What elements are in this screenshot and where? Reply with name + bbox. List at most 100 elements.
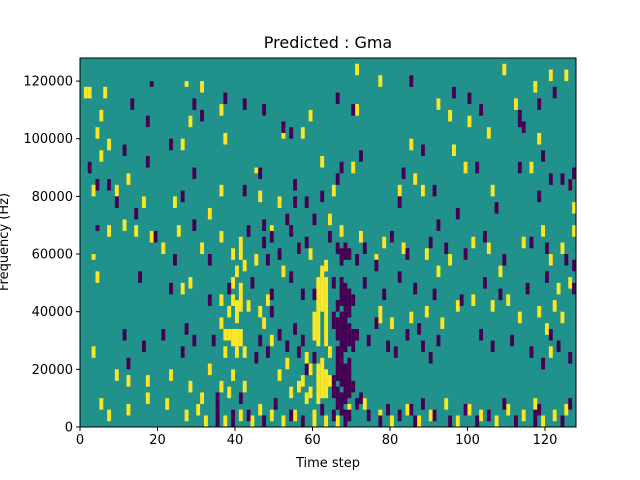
heatmap-cell bbox=[486, 127, 491, 139]
heatmap-cell bbox=[347, 375, 352, 399]
heatmap-cell bbox=[545, 323, 549, 335]
y-tick-label: 20000 bbox=[32, 363, 73, 378]
heatmap-cell bbox=[207, 294, 212, 306]
x-axis: 0 20 40 60 80 100 120 bbox=[76, 427, 557, 448]
heatmap-cell bbox=[440, 317, 445, 329]
heatmap-cells bbox=[83, 63, 577, 427]
heatmap-cell bbox=[297, 380, 301, 393]
heatmap-cell bbox=[552, 409, 557, 422]
heatmap-cell bbox=[250, 415, 255, 427]
heatmap-cell bbox=[390, 415, 394, 427]
heatmap-cell bbox=[235, 265, 239, 278]
heatmap-cell bbox=[285, 340, 290, 353]
heatmap-cell bbox=[308, 248, 313, 260]
heatmap-cell bbox=[448, 415, 453, 427]
heatmap-cell bbox=[541, 357, 546, 370]
heatmap-cell bbox=[347, 323, 352, 347]
heatmap-cell bbox=[246, 300, 251, 312]
heatmap-cell bbox=[548, 346, 553, 358]
heatmap-cell bbox=[266, 294, 270, 306]
heatmap-cell bbox=[114, 196, 119, 208]
heatmap-cell bbox=[355, 398, 360, 410]
heatmap-cell bbox=[548, 254, 553, 266]
heatmap-cell bbox=[219, 230, 224, 243]
heatmap-cell bbox=[180, 190, 185, 203]
heatmap-cell bbox=[521, 236, 526, 249]
heatmap-cell bbox=[204, 415, 208, 427]
heatmap-cell bbox=[486, 409, 491, 422]
heatmap-cell bbox=[362, 242, 367, 255]
heatmap-cell bbox=[258, 305, 263, 318]
heatmap-cell bbox=[529, 236, 534, 249]
heatmap-cell bbox=[165, 398, 170, 410]
heatmap-cell bbox=[87, 161, 92, 174]
heatmap-cell bbox=[331, 311, 336, 329]
heatmap-cell bbox=[560, 415, 565, 427]
heatmap-cell bbox=[463, 403, 468, 416]
heatmap-cell bbox=[514, 98, 518, 110]
heatmap-cell bbox=[564, 254, 569, 266]
heatmap-cell bbox=[475, 161, 480, 174]
heatmap-cell bbox=[494, 202, 499, 214]
heatmap-cell bbox=[405, 403, 410, 416]
heatmap-cell bbox=[366, 334, 371, 347]
heatmap-cell bbox=[188, 115, 193, 128]
heatmap-cell bbox=[455, 207, 460, 220]
heatmap-cell bbox=[281, 265, 286, 278]
heatmap-cell bbox=[568, 398, 573, 410]
heatmap-cell bbox=[324, 415, 329, 427]
heatmap-cell bbox=[103, 86, 108, 99]
heatmap-cell bbox=[277, 248, 282, 260]
heatmap-cell bbox=[176, 225, 181, 237]
heatmap-cell bbox=[331, 184, 336, 197]
heatmap-cell bbox=[556, 340, 561, 353]
heatmap-cell bbox=[238, 409, 243, 422]
heatmap-cell bbox=[300, 375, 305, 387]
heatmap-cell bbox=[142, 196, 146, 208]
heatmap-cell bbox=[397, 271, 402, 283]
heatmap-cell bbox=[273, 398, 278, 410]
heatmap-cell bbox=[390, 317, 394, 329]
heatmap-cell bbox=[173, 196, 177, 208]
heatmap-cell bbox=[219, 184, 224, 197]
heatmap-cell bbox=[223, 92, 228, 105]
heatmap-cell bbox=[145, 156, 150, 168]
heatmap-cell bbox=[448, 109, 453, 122]
heatmap-cell bbox=[552, 86, 557, 99]
heatmap-cell bbox=[95, 127, 100, 139]
heatmap-cell bbox=[436, 334, 441, 347]
heatmap-cell bbox=[382, 288, 387, 301]
heatmap-cell bbox=[122, 328, 127, 341]
heatmap-cell bbox=[355, 328, 360, 341]
heatmap-cell bbox=[231, 277, 236, 289]
heatmap-cell bbox=[145, 375, 150, 387]
heatmap-cell bbox=[359, 392, 363, 404]
heatmap-cell bbox=[269, 225, 274, 237]
heatmap-cell bbox=[537, 403, 542, 416]
heatmap-cell bbox=[269, 230, 274, 243]
heatmap-cell bbox=[533, 398, 538, 410]
heatmap-cell bbox=[134, 207, 139, 220]
heatmap-cell bbox=[300, 288, 305, 301]
heatmap-cell bbox=[405, 328, 410, 341]
y-tick-label: 100000 bbox=[23, 132, 73, 147]
heatmap-cell bbox=[242, 259, 247, 272]
heatmap-cell bbox=[502, 398, 507, 410]
heatmap-cell bbox=[339, 248, 344, 266]
heatmap-cell bbox=[99, 109, 104, 122]
heatmap-cell bbox=[169, 282, 174, 295]
heatmap-cell bbox=[211, 334, 216, 347]
heatmap-cell bbox=[545, 242, 549, 255]
heatmap-cell bbox=[494, 415, 499, 427]
heatmap-cell bbox=[564, 403, 569, 416]
heatmap-cell bbox=[436, 219, 441, 231]
heatmap-cell bbox=[548, 173, 553, 185]
x-tick-label: 40 bbox=[227, 433, 244, 448]
heatmap-cell bbox=[269, 305, 274, 318]
heatmap-cell bbox=[436, 265, 441, 278]
heatmap-cell bbox=[432, 288, 437, 301]
heatmap-cell bbox=[192, 167, 197, 180]
heatmap-cell bbox=[227, 282, 232, 295]
heatmap-cell bbox=[242, 98, 247, 110]
heatmap-cell bbox=[564, 69, 569, 82]
